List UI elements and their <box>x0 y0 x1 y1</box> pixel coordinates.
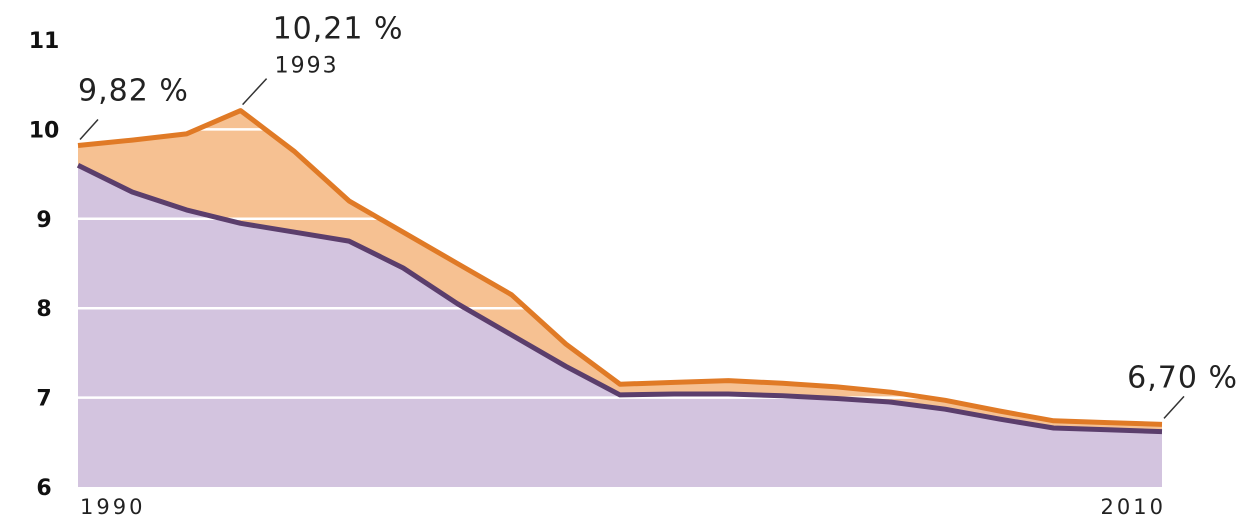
y-tick-label-9: 9 <box>36 208 51 233</box>
x-tick-label-2010: 2010 <box>1101 495 1166 519</box>
x-tick-label-1990: 1990 <box>80 495 145 519</box>
leader-line-1990 <box>79 118 99 140</box>
series-line-upper <box>77 108 1163 427</box>
y-tick-label-10: 10 <box>29 118 60 143</box>
x-axis-ticks: 1990 2010 <box>80 495 1166 519</box>
grid-lines <box>78 128 1162 399</box>
annotation-year-1993: 1993 <box>275 54 339 79</box>
lower-area <box>78 165 1162 487</box>
annotation-label-1990: 9,82 % <box>78 73 189 108</box>
y-tick-label-6: 6 <box>36 476 51 501</box>
y-tick-label-11: 11 <box>29 29 60 54</box>
upper-area <box>78 110 1162 432</box>
annotation-label-2010: 6,70 % <box>1127 360 1238 395</box>
annotations: 9,82 % 10,21 % 1993 6,70 % <box>78 12 1238 419</box>
annotation-label-1993: 10,21 % <box>273 12 404 47</box>
y-tick-label-7: 7 <box>36 387 51 412</box>
leader-line-1993 <box>242 78 268 106</box>
y-tick-label-8: 8 <box>36 297 51 322</box>
y-axis-ticks: 6 7 8 9 10 11 <box>29 29 60 501</box>
series-line-lower <box>76 162 1163 435</box>
leader-line-2010 <box>1163 395 1185 419</box>
